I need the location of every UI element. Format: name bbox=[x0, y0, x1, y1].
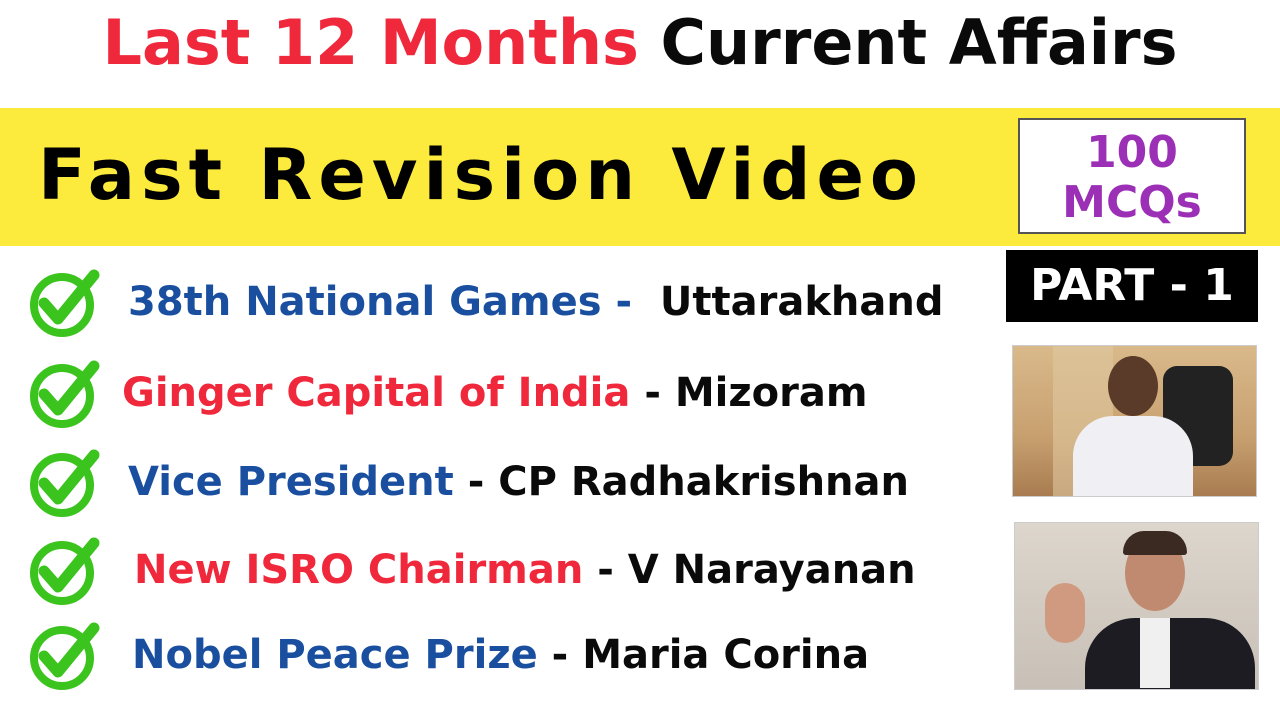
green-check-circle-icon bbox=[30, 622, 100, 690]
green-check-circle-icon bbox=[30, 360, 100, 428]
list-item: Nobel Peace Prize - Maria Corina bbox=[20, 615, 869, 695]
title-red: Last 12 Months bbox=[102, 6, 639, 79]
badge-label: MCQs bbox=[1062, 177, 1202, 228]
green-check-circle-icon bbox=[30, 269, 100, 337]
banner-text: Fast Revision Video bbox=[38, 134, 925, 216]
item-topic: Nobel Peace Prize bbox=[132, 632, 538, 678]
badge-count: 100 bbox=[1086, 127, 1178, 178]
item-answer: - V Narayanan bbox=[583, 547, 916, 593]
item-answer: - CP Radhakrishnan bbox=[453, 459, 909, 505]
item-answer: - Mizoram bbox=[630, 370, 868, 416]
title-black: Current Affairs bbox=[660, 6, 1178, 79]
page-title: Last 12 Months Current Affairs bbox=[0, 6, 1280, 79]
green-check-circle-icon bbox=[30, 449, 100, 517]
part-label: PART - 1 bbox=[1006, 250, 1258, 322]
list-item: New ISRO Chairman - V Narayanan bbox=[20, 530, 916, 610]
item-answer: Uttarakhand bbox=[645, 279, 944, 325]
item-answer: - Maria Corina bbox=[537, 632, 870, 678]
item-topic: New ISRO Chairman bbox=[134, 547, 584, 593]
photo-person bbox=[1014, 522, 1259, 690]
photo-isro-chairman bbox=[1012, 345, 1257, 497]
item-topic: Vice President bbox=[128, 459, 454, 505]
green-check-circle-icon bbox=[30, 537, 100, 605]
mcq-badge: 100 MCQs bbox=[1018, 118, 1246, 234]
item-topic: 38th National Games - bbox=[128, 279, 646, 325]
item-topic: Ginger Capital of India bbox=[122, 370, 631, 416]
list-item: 38th National Games - Uttarakhand bbox=[20, 262, 944, 342]
list-item: Vice President - CP Radhakrishnan bbox=[20, 442, 909, 522]
list-item: Ginger Capital of India - Mizoram bbox=[20, 353, 868, 433]
